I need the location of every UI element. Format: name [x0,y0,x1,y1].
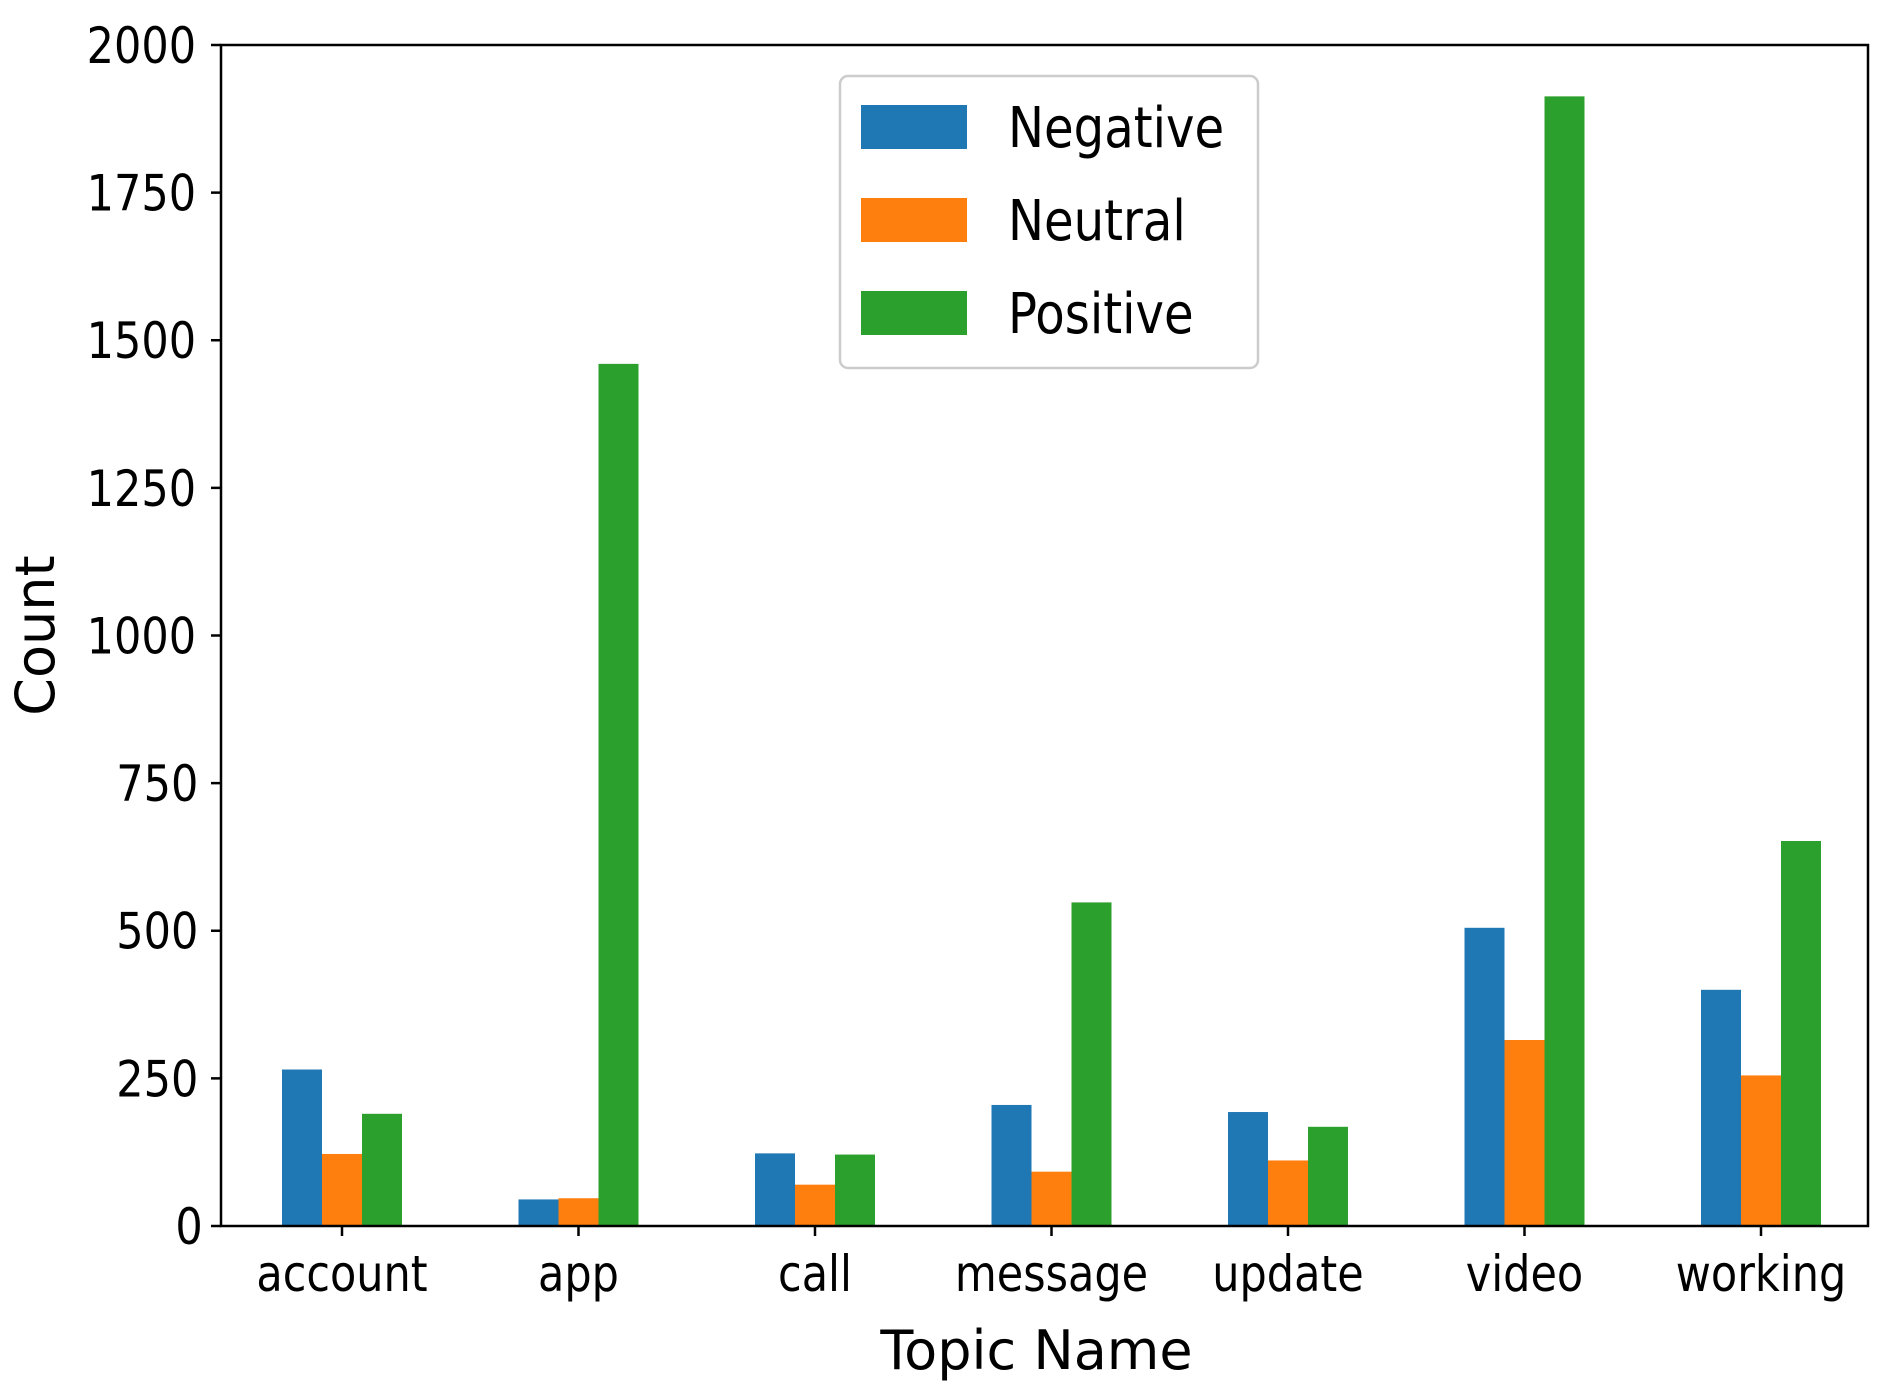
y-tick-label: 1500 [87,312,196,370]
x-tick-label-working: working [1676,1245,1847,1303]
bar-neutral-working [1741,1075,1781,1226]
bar-positive-video [1544,96,1585,1226]
y-tick-label: 750 [116,755,198,813]
x-tick-label-message: message [955,1245,1148,1303]
x-axis: account app call message update video working [256,1226,1846,1303]
legend: Negative Neutral Positive [838,74,1260,370]
bar-positive-message [1071,902,1112,1226]
y-tick-label: 1000 [87,607,196,665]
x-tick-label-video: video [1466,1245,1583,1303]
bar-neutral-message [1031,1171,1072,1226]
x-tick-label-app: app [538,1245,619,1303]
bar-neutral-update [1268,1160,1308,1226]
y-axis: 0 250 500 750 1000 1250 1500 1750 2000 [87,17,221,1256]
x-tick-label-update: update [1212,1245,1363,1303]
bars-layer [282,96,1821,1226]
x-tick-label-account: account [256,1245,427,1303]
bar-negative-working [1701,989,1741,1226]
bar-negative-call [755,1153,795,1226]
bar-neutral-app [558,1198,599,1226]
bar-positive-update [1308,1126,1348,1226]
y-tick-label: 2000 [87,17,196,75]
bar-negative-app [518,1199,559,1226]
bar-negative-account [282,1069,322,1226]
y-axis-label: Count [4,555,67,715]
bar-neutral-account [322,1153,362,1226]
legend-label-negative: Negative [1008,97,1224,161]
y-tick-label: 1250 [87,460,196,518]
x-tick-label-call: call [778,1245,852,1303]
legend-swatch-negative [861,105,967,149]
x-axis-label: Topic Name [879,1319,1192,1382]
y-tick-label: 500 [116,903,198,961]
bar-negative-update [1228,1112,1268,1226]
legend-label-positive: Positive [1008,283,1194,347]
bar-neutral-call [795,1184,835,1226]
bar-negative-video [1464,927,1505,1226]
bar-neutral-video [1504,1039,1545,1226]
bar-positive-account [362,1113,402,1226]
legend-label-neutral: Neutral [1008,190,1186,254]
bar-positive-working [1781,840,1821,1226]
bar-negative-message [991,1104,1032,1226]
legend-swatch-neutral [861,198,967,242]
y-tick-label: 0 [175,1198,202,1256]
y-tick-label: 1750 [87,165,196,223]
bar-positive-app [598,363,639,1226]
bar-positive-call [835,1154,875,1226]
y-tick-label: 250 [116,1050,198,1108]
legend-swatch-positive [861,291,967,335]
